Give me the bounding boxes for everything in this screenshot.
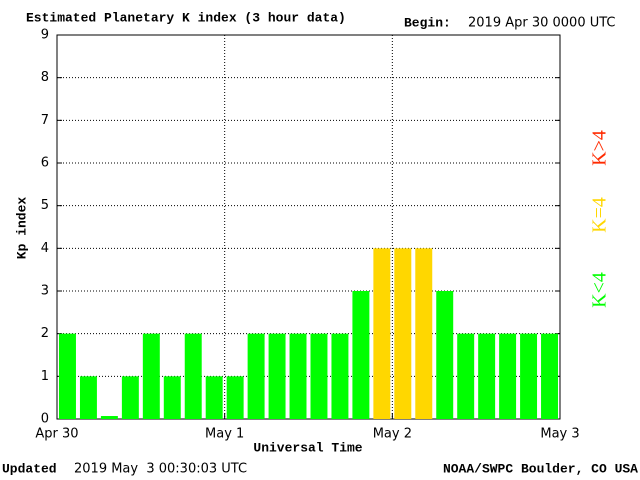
y-tick-label: 4 bbox=[41, 241, 49, 256]
y-tick-label: 5 bbox=[41, 198, 49, 213]
bar bbox=[121, 376, 139, 419]
bar bbox=[352, 291, 370, 419]
bar bbox=[79, 376, 97, 419]
credit: NOAA/SWPC Boulder, CO USA bbox=[443, 461, 638, 476]
x-tick-label: May 1 bbox=[205, 427, 244, 442]
bar bbox=[247, 333, 265, 419]
bar bbox=[289, 333, 307, 419]
bar bbox=[331, 333, 349, 419]
legend-entry: K=4 bbox=[589, 197, 611, 233]
bar bbox=[226, 376, 244, 419]
y-tick-label: 2 bbox=[41, 326, 49, 341]
bar bbox=[184, 333, 202, 419]
bar bbox=[436, 291, 454, 419]
bar bbox=[268, 333, 286, 419]
bar bbox=[415, 248, 433, 419]
bar bbox=[373, 248, 391, 419]
y-axis-label: Kp index bbox=[14, 197, 29, 260]
y-tick-label: 0 bbox=[41, 412, 49, 427]
bar bbox=[541, 333, 558, 419]
bar bbox=[394, 248, 412, 419]
legend-entry: K>4 bbox=[589, 130, 611, 166]
y-tick-label: 9 bbox=[41, 28, 49, 43]
bar bbox=[457, 333, 475, 419]
bar bbox=[163, 376, 181, 419]
x-tick-label: May 2 bbox=[373, 427, 412, 442]
plot-frame bbox=[56, 34, 561, 420]
begin-time: 2019 Apr 30 0000 UTC bbox=[468, 16, 616, 31]
y-tick-label: 8 bbox=[41, 70, 49, 85]
y-tick-label: 6 bbox=[41, 156, 49, 171]
x-axis-label: Universal Time bbox=[253, 440, 362, 455]
bar bbox=[310, 333, 328, 419]
chart-title: Estimated Planetary K index (3 hour data… bbox=[26, 10, 346, 25]
y-tick-label: 3 bbox=[41, 284, 49, 299]
y-tick-label: 7 bbox=[41, 113, 49, 128]
x-tick-label: Apr 30 bbox=[35, 427, 78, 442]
updated-time: 2019 May 3 00:30:03 UTC bbox=[74, 462, 247, 477]
legend-entry: K<4 bbox=[589, 272, 611, 308]
x-tick-label: May 3 bbox=[540, 427, 579, 442]
bar bbox=[499, 333, 517, 419]
begin-label: Begin: bbox=[404, 15, 451, 30]
bar bbox=[142, 333, 160, 419]
bar bbox=[59, 333, 76, 419]
bar bbox=[520, 333, 538, 419]
bar bbox=[478, 333, 496, 419]
bar bbox=[205, 376, 223, 419]
y-tick-label: 1 bbox=[41, 369, 49, 384]
bar bbox=[100, 416, 118, 419]
updated-label: Updated bbox=[2, 461, 57, 476]
